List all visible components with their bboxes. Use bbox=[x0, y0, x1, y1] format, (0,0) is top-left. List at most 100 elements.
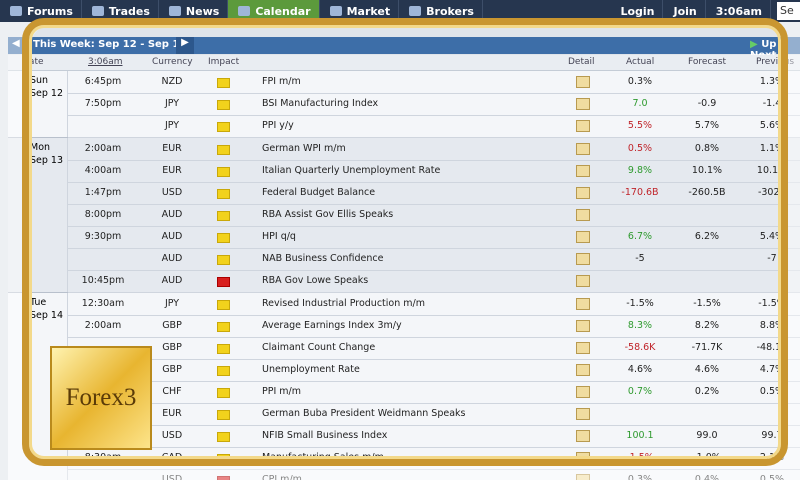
impact-icon bbox=[217, 167, 230, 177]
cell-event: RBA Gov Lowe Speaks bbox=[262, 275, 369, 286]
detail-icon[interactable] bbox=[576, 275, 590, 287]
nav-label: Market bbox=[346, 4, 391, 18]
detail-icon[interactable] bbox=[576, 120, 590, 132]
nav-item[interactable]: Forums bbox=[0, 0, 82, 22]
event-row[interactable]: EUR German Buba President Weidmann Speaks bbox=[68, 403, 800, 426]
cell-actual: -1.5% bbox=[626, 298, 654, 309]
week-label: This Week: Sep 12 - Sep 18 bbox=[33, 39, 187, 50]
cell-event: Average Earnings Index 3m/y bbox=[262, 320, 402, 331]
impact-icon bbox=[217, 388, 230, 398]
detail-icon[interactable] bbox=[576, 386, 590, 398]
nav-item[interactable]: 3:06am bbox=[706, 0, 771, 22]
cell-actual: 7.0 bbox=[632, 98, 648, 109]
cell-currency: CAD bbox=[161, 452, 183, 463]
event-row[interactable]: AUD NAB Business Confidence -5 -7 bbox=[68, 248, 800, 271]
date-divider bbox=[67, 71, 68, 137]
event-row[interactable]: CHF PPI m/m 0.7% 0.2% 0.5% bbox=[68, 381, 800, 404]
nav-label: Calendar bbox=[255, 4, 311, 18]
event-row[interactable]: 2:00am EUR German WPI m/m 0.5% 0.8% 1.1% bbox=[68, 138, 800, 161]
impact-icon bbox=[217, 145, 230, 155]
detail-icon[interactable] bbox=[576, 209, 590, 221]
cell-event: Manufacturing Sales m/m bbox=[262, 452, 384, 463]
cell-actual: -58.6K bbox=[624, 342, 656, 353]
nav-item[interactable]: Calendar bbox=[228, 0, 320, 22]
event-row[interactable]: 8:00pm AUD RBA Assist Gov Ellis Speaks bbox=[68, 204, 800, 227]
detail-icon[interactable] bbox=[576, 76, 590, 88]
event-row[interactable]: 12:30am JPY Revised Industrial Production … bbox=[68, 293, 800, 316]
nav-item[interactable]: Brokers bbox=[399, 0, 483, 22]
nav-item[interactable]: Login bbox=[610, 0, 664, 22]
column-header: Currency bbox=[152, 57, 193, 67]
cell-actual: 4.6% bbox=[627, 364, 653, 375]
next-arrow[interactable]: ▶ bbox=[176, 37, 194, 54]
cell-forecast: 99.0 bbox=[696, 430, 718, 441]
nav-label: 3:06am bbox=[715, 4, 762, 18]
nav-icon bbox=[168, 6, 181, 16]
impact-icon bbox=[217, 432, 230, 442]
impact-icon bbox=[217, 255, 230, 265]
cell-previous: -7 bbox=[767, 253, 777, 264]
detail-icon[interactable] bbox=[576, 474, 590, 480]
cell-previous: -1.5% bbox=[758, 298, 786, 309]
detail-icon[interactable] bbox=[576, 187, 590, 199]
prev-arrow[interactable]: ◀ bbox=[12, 38, 20, 49]
event-row[interactable]: GBP Claimant Count Change -58.6K -71.7K -48.… bbox=[68, 337, 800, 360]
event-row[interactable]: 2:00am GBP Average Earnings Index 3m/y 8.3%… bbox=[68, 315, 800, 338]
event-row[interactable]: 9:30pm AUD HPI q/q 6.7% 6.2% 5.4% bbox=[68, 226, 800, 249]
cell-actual: 5.5% bbox=[627, 120, 653, 131]
cell-actual: 0.7% bbox=[627, 386, 653, 397]
detail-icon[interactable] bbox=[576, 320, 590, 332]
cell-event: NAB Business Confidence bbox=[262, 253, 384, 264]
day-date: Sep 12 bbox=[30, 88, 64, 99]
detail-icon[interactable] bbox=[576, 253, 590, 265]
search-box[interactable]: Se bbox=[777, 2, 800, 20]
cell-previous: -302B bbox=[757, 187, 787, 198]
detail-icon[interactable] bbox=[576, 165, 590, 177]
nav-item[interactable]: Trades bbox=[82, 0, 159, 22]
table-header: Date 3:06am Currency Impact Detail Actual Fore… bbox=[8, 55, 800, 71]
detail-icon[interactable] bbox=[576, 430, 590, 442]
nav-item[interactable]: News bbox=[159, 0, 229, 22]
cell-currency: USD bbox=[161, 187, 183, 198]
event-row[interactable]: 7:50pm JPY BSI Manufacturing Index 7.0 -0.9 -… bbox=[68, 93, 800, 116]
impact-icon bbox=[217, 211, 230, 221]
event-row[interactable]: 4:00am EUR Italian Quarterly Unemployment … bbox=[68, 160, 800, 183]
event-row[interactable]: 10:45pm AUD RBA Gov Lowe Speaks bbox=[68, 270, 800, 293]
cell-currency: GBP bbox=[162, 364, 182, 375]
cell-forecast: -1.0% bbox=[693, 452, 721, 463]
column-header: Impact bbox=[208, 57, 240, 67]
cell-previous: 4.7% bbox=[759, 364, 785, 375]
detail-icon[interactable] bbox=[576, 143, 590, 155]
cell-previous: 5.4% bbox=[759, 231, 785, 242]
nav-item[interactable]: Join bbox=[663, 0, 706, 22]
nav-item[interactable]: Market bbox=[320, 0, 400, 22]
cell-previous: -48.1K bbox=[756, 342, 788, 353]
cell-event: PPI m/m bbox=[262, 386, 301, 397]
detail-icon[interactable] bbox=[576, 408, 590, 420]
cell-forecast: 5.7% bbox=[694, 120, 720, 131]
detail-icon[interactable] bbox=[576, 98, 590, 110]
cell-forecast: 0.4% bbox=[695, 469, 719, 480]
cell-forecast: 0.2% bbox=[694, 386, 720, 397]
cell-currency: AUD bbox=[161, 275, 183, 286]
cell-previous: 99.7 bbox=[761, 430, 783, 441]
cell-previous: 5.6% bbox=[759, 120, 785, 131]
day-name: Mon bbox=[30, 142, 51, 153]
event-row[interactable]: USD CPI m/m 0.3% 0.4% 0.5% bbox=[68, 469, 800, 480]
event-row[interactable]: JPY PPI y/y 5.5% 5.7% 5.6% bbox=[68, 115, 800, 138]
event-row[interactable]: GBP Unemployment Rate 4.6% 4.6% 4.7% bbox=[68, 359, 800, 382]
date-divider bbox=[67, 138, 68, 292]
detail-icon[interactable] bbox=[576, 298, 590, 310]
event-row[interactable]: 6:45pm NZD FPI m/m 0.3% 1.3% bbox=[68, 71, 800, 94]
detail-icon[interactable] bbox=[576, 231, 590, 243]
column-header: Previous bbox=[756, 57, 795, 67]
event-row[interactable]: USD NFIB Small Business Index 100.1 99.0 99.… bbox=[68, 425, 800, 448]
cell-currency: AUD bbox=[161, 231, 183, 242]
cell-currency: EUR bbox=[162, 408, 182, 419]
detail-icon[interactable] bbox=[576, 364, 590, 376]
cell-currency: JPY bbox=[164, 298, 180, 309]
detail-icon[interactable] bbox=[576, 342, 590, 354]
event-row[interactable]: 1:47pm USD Federal Budget Balance -170.6B -2… bbox=[68, 182, 800, 205]
nav-label: Brokers bbox=[426, 4, 474, 18]
column-header: Forecast bbox=[688, 57, 727, 67]
